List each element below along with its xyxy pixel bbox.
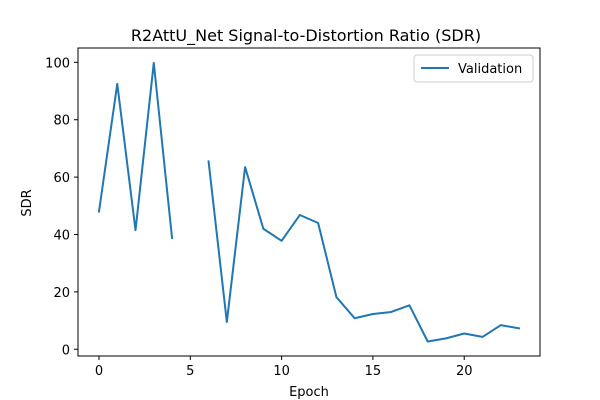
chart-title: R2AttU_Net Signal-to-Distortion Ratio (S… xyxy=(131,26,481,46)
x-tick-label: 20 xyxy=(456,364,473,379)
series-line-0-segment-1 xyxy=(207,160,521,343)
series-layer xyxy=(97,61,521,343)
x-tick-label: 5 xyxy=(186,364,194,379)
y-tick-label: 0 xyxy=(62,343,70,358)
y-tick-label: 20 xyxy=(53,286,70,301)
y-axis-label: SDR xyxy=(20,189,35,216)
x-tick-label: 0 xyxy=(95,364,103,379)
legend: Validation xyxy=(413,54,534,83)
legend-label: Validation xyxy=(458,62,522,77)
y-tick-label: 100 xyxy=(45,56,70,71)
plot-frame xyxy=(77,47,541,357)
x-tick-label: 10 xyxy=(273,364,290,379)
y-tick-label: 40 xyxy=(53,228,70,243)
y-tick-label: 80 xyxy=(53,114,70,129)
x-tick-label: 15 xyxy=(365,364,382,379)
y-axis: 0 20 40 60 80 100 xyxy=(45,56,78,358)
x-axis-label: Epoch xyxy=(289,385,329,400)
y-tick-label: 60 xyxy=(53,171,70,186)
plot-area: 0 5 10 15 20 0 20 40 60 80 100 xyxy=(45,47,541,379)
series-line-0-segment-0 xyxy=(97,61,174,240)
legend-frame xyxy=(413,54,534,83)
x-axis: 0 5 10 15 20 xyxy=(95,356,473,379)
